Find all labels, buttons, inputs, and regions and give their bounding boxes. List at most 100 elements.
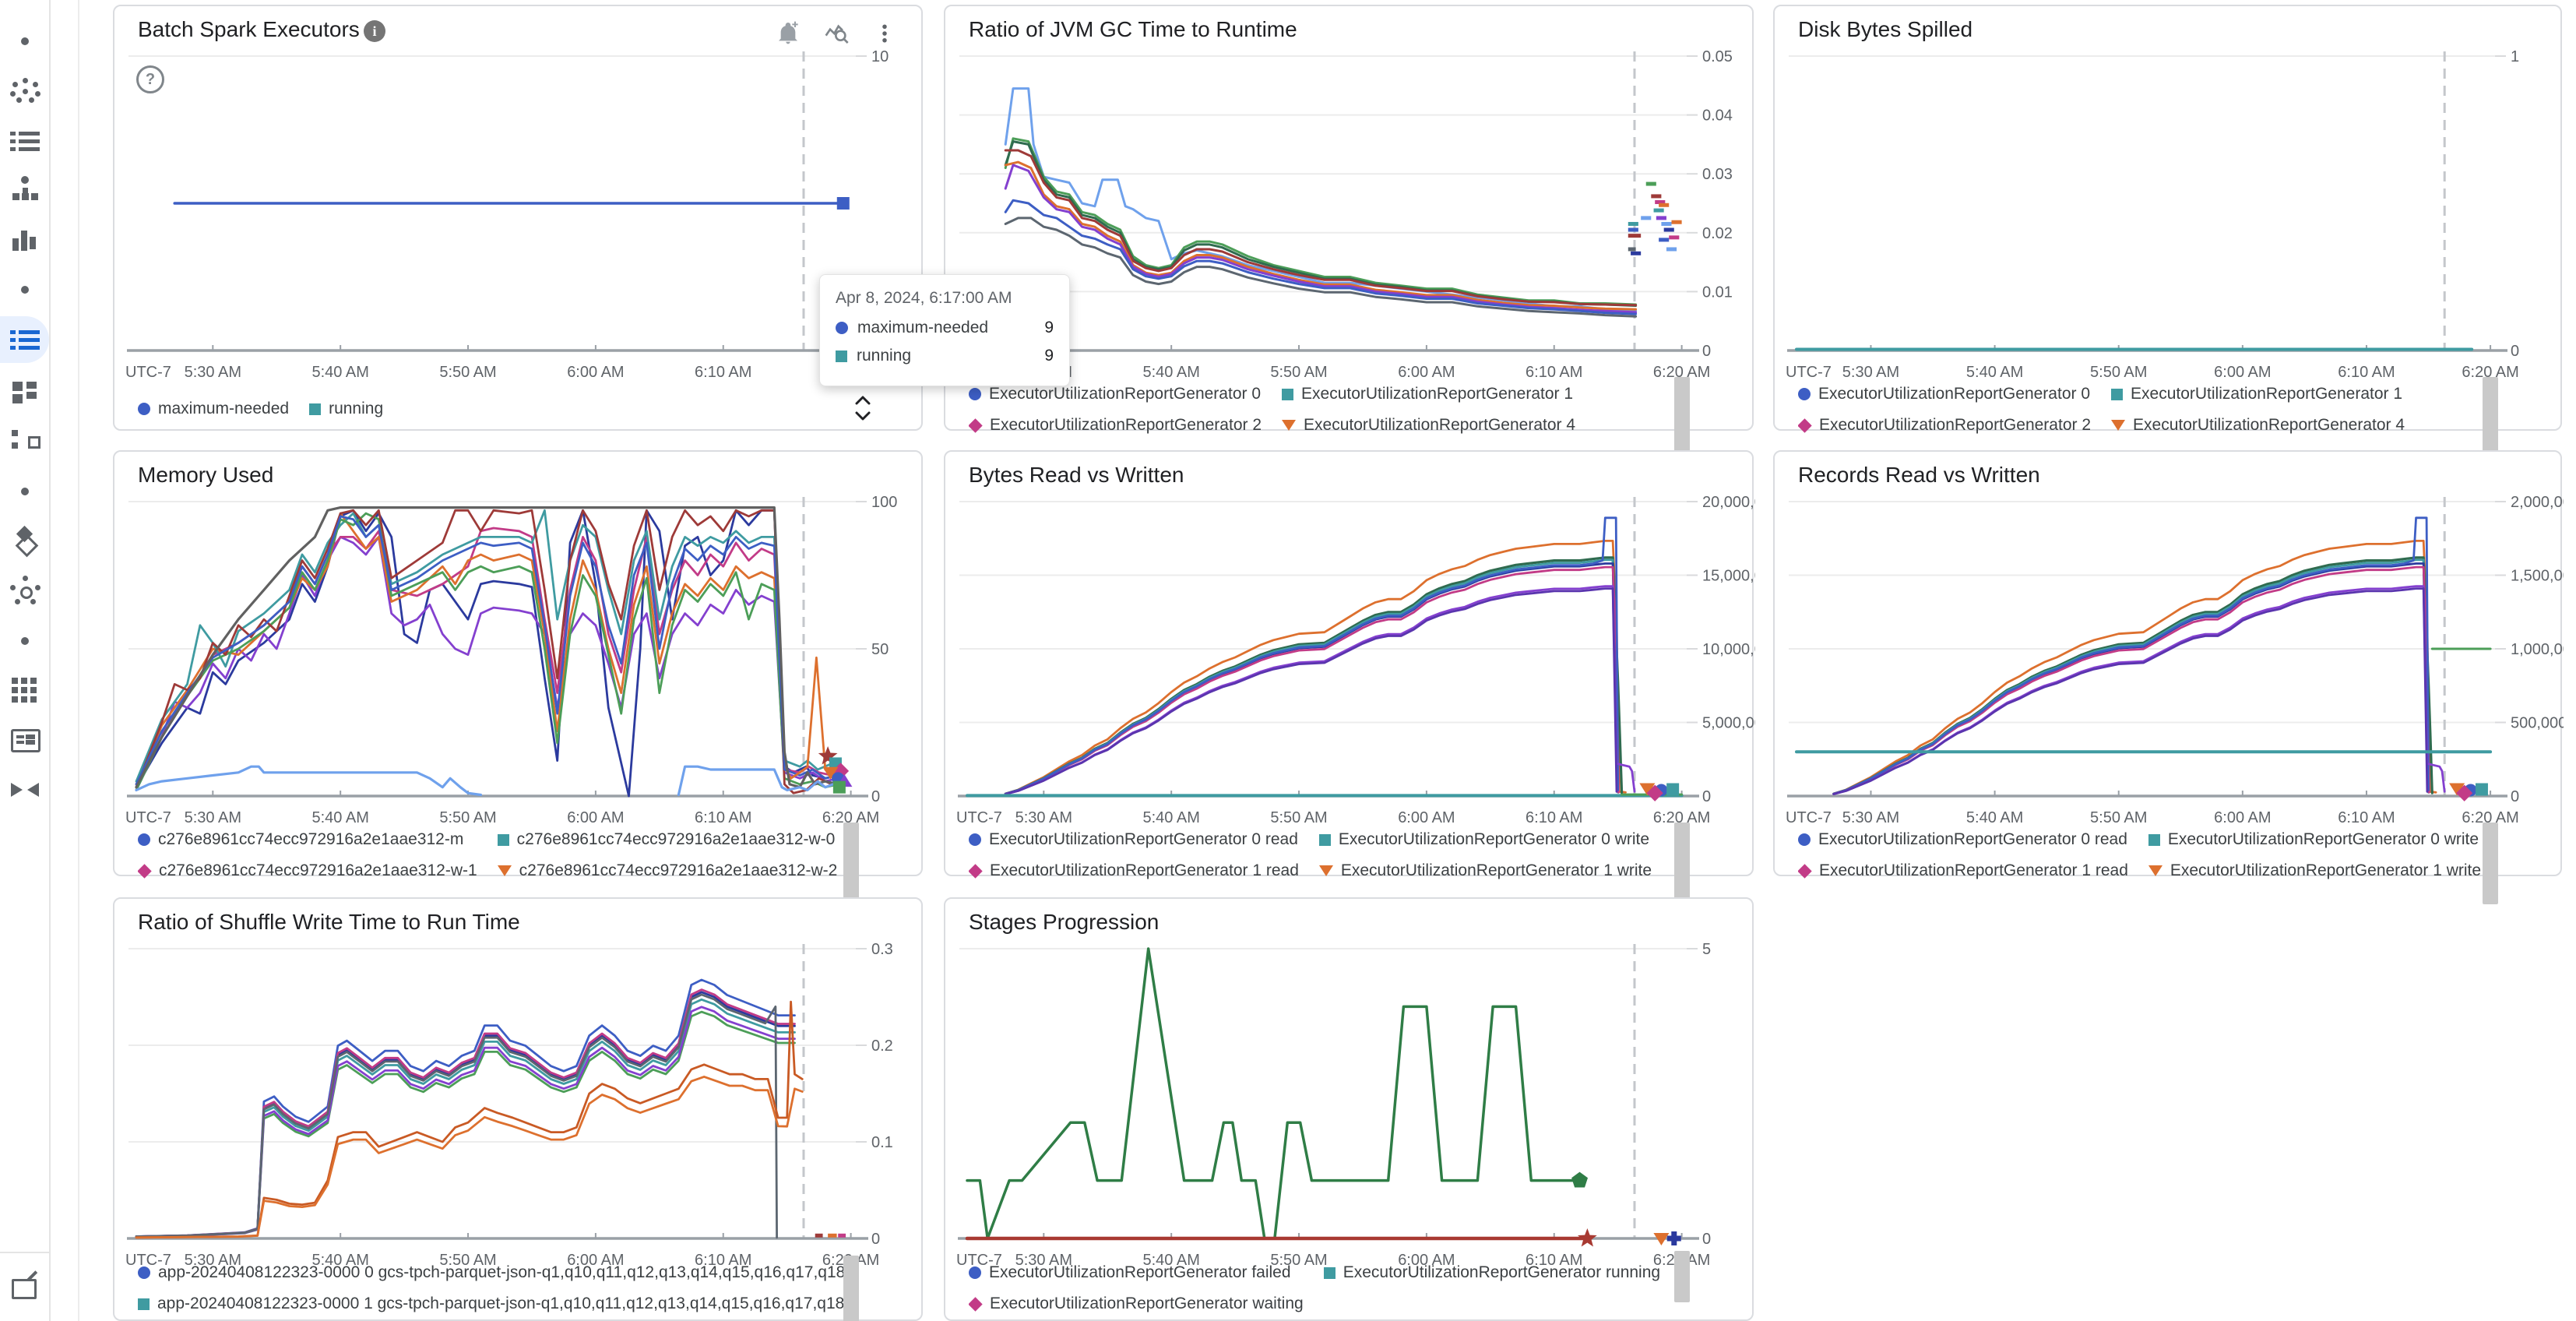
sidebar-item-nav-news-card[interactable] bbox=[0, 717, 49, 763]
legend-label: ExecutorUtilizationReportGenerator faile… bbox=[989, 1263, 1291, 1281]
legend-item[interactable]: ExecutorUtilizationReportGenerator 0 rea… bbox=[969, 830, 1299, 849]
y-axis-label: 15,000,000,000 bbox=[1702, 568, 1755, 585]
sidebar-item-nav-pipelines[interactable] bbox=[0, 766, 49, 813]
legend-item[interactable]: c276e8961cc74ecc972916a2e1aae312-w-0 bbox=[497, 830, 838, 849]
legend-item[interactable]: ExecutorUtilizationReportGenerator 2 bbox=[1798, 416, 2091, 435]
y-axis-label: 0 bbox=[2511, 788, 2519, 805]
chart-canvas-bytes-read-written[interactable]: 20,000,000,000 15,000,000,000 10,000,000,0… bbox=[945, 452, 1755, 878]
legend-scrollbar[interactable] bbox=[1674, 1251, 1690, 1302]
sidebar-item-nav-dashboards[interactable] bbox=[0, 369, 49, 416]
sidebar-item-nav-bullet-4[interactable] bbox=[0, 618, 49, 664]
add-alert-bell-icon[interactable] bbox=[773, 19, 803, 48]
legend-item[interactable]: ExecutorUtilizationReportGenerator 0 wri… bbox=[1318, 830, 1652, 849]
legend-item[interactable]: app-20240408122323-0000 1 gcs-tpch-parqu… bbox=[138, 1295, 853, 1313]
legend-item[interactable]: ExecutorUtilizationReportGenerator 1 rea… bbox=[969, 861, 1299, 880]
sidebar-item-nav-bullet-1[interactable] bbox=[0, 18, 49, 65]
x-axis-tick-label: 5:30 AM bbox=[1842, 809, 1899, 826]
chart-tooltip: Apr 8, 2024, 6:17:00 AM maximum-needed 9… bbox=[819, 274, 1070, 386]
legend-item[interactable]: ExecutorUtilizationReportGenerator waiti… bbox=[969, 1295, 1304, 1313]
legend-label: c276e8961cc74ecc972916a2e1aae312-w-0 bbox=[516, 830, 836, 848]
sidebar-item-nav-metrics-scatter[interactable] bbox=[0, 68, 49, 114]
sidebar-item-nav-hierarchy[interactable] bbox=[0, 167, 49, 213]
legend-label: ExecutorUtilizationReportGenerator 0 bbox=[989, 385, 1262, 403]
legend-item[interactable]: ExecutorUtilizationReportGenerator 0 bbox=[1798, 385, 2091, 403]
y-axis-label: 0 bbox=[1702, 343, 1711, 360]
x-axis-tick-label: 6:10 AM bbox=[695, 364, 751, 381]
y-axis-label: 0.3 bbox=[871, 941, 893, 958]
legend-item[interactable]: ExecutorUtilizationReportGenerator 2 bbox=[969, 416, 1262, 435]
more-options-icon[interactable] bbox=[870, 19, 899, 48]
chart-card-jvm-gc-ratio: Ratio of JVM GC Time to Runtime 0.05 0.04 0… bbox=[944, 5, 1755, 459]
sidebar-item-nav-bullet-3[interactable] bbox=[0, 468, 49, 515]
legend-label: ExecutorUtilizationReportGenerator 1 bbox=[2131, 385, 2403, 403]
y-axis-label: 0.01 bbox=[1702, 284, 1733, 301]
chart-canvas-memory-used[interactable]: 100 50 0 5:30 AM 5:40 AM 5:50 AM 6:00 AM 6:10 A… bbox=[114, 452, 924, 878]
legend-item[interactable]: ExecutorUtilizationReportGenerator faile… bbox=[969, 1263, 1304, 1282]
sidebar-item-nav-bar-chart[interactable] bbox=[0, 217, 49, 263]
tridown-marker-icon bbox=[1282, 420, 1297, 431]
legend-item[interactable]: ExecutorUtilizationReportGenerator 1 rea… bbox=[1798, 861, 2128, 880]
chart-canvas-records-read-written[interactable]: 2,000,000,000 1,500,000,000 1,000,000,000 5… bbox=[1775, 452, 2564, 878]
x-axis-tick-label: 6:20 AM bbox=[2462, 809, 2518, 826]
diamond-marker-icon bbox=[969, 863, 983, 879]
circle-marker-icon bbox=[138, 833, 150, 846]
left-nav-rail bbox=[0, 0, 51, 1321]
sidebar-item-nav-dashboard-list[interactable] bbox=[0, 316, 49, 363]
legend-item[interactable]: running bbox=[309, 400, 383, 418]
legend-item[interactable]: ExecutorUtilizationReportGenerator 1 bbox=[2111, 385, 2405, 403]
legend-item[interactable]: c276e8961cc74ecc972916a2e1aae312-w-1 bbox=[138, 861, 477, 880]
legend-scrollbar[interactable] bbox=[1674, 823, 1690, 904]
x-axis-tick-label: 6:10 AM bbox=[2338, 364, 2395, 381]
legend-label: ExecutorUtilizationReportGenerator 2 bbox=[990, 416, 1262, 434]
y-axis-label: 1,000,000,000 bbox=[2511, 641, 2564, 658]
tridown-marker-icon bbox=[2111, 420, 2126, 431]
chart-canvas-disk-bytes-spilled[interactable]: 1 0 5:30 AM 5:40 AM 5:50 AM 6:00 AM 6:10 AM 6:2… bbox=[1775, 6, 2564, 432]
sidebar-item-nav-compose[interactable] bbox=[0, 1263, 49, 1310]
legend-scrollbar[interactable] bbox=[2483, 823, 2498, 904]
tooltip-series-label: running bbox=[857, 347, 912, 365]
legend-item[interactable]: app-20240408122323-0000 0 gcs-tpch-parqu… bbox=[138, 1263, 853, 1282]
timezone-label: UTC-7 bbox=[125, 1252, 171, 1269]
legend-item[interactable]: ExecutorUtilizationReportGenerator 4 bbox=[1282, 416, 1575, 435]
x-axis-tick-label: 5:40 AM bbox=[1966, 809, 2023, 826]
legend-item[interactable]: maximum-needed bbox=[138, 400, 289, 418]
x-axis-tick-label: 5:50 AM bbox=[1270, 809, 1327, 826]
help-icon[interactable]: ? bbox=[136, 65, 164, 93]
chart-title-stages-progression: Stages Progression bbox=[969, 910, 1160, 934]
y-axis-label: 0 bbox=[871, 788, 880, 805]
legend-item[interactable]: ExecutorUtilizationReportGenerator runni… bbox=[1323, 1263, 1660, 1282]
chart-card-shuffle-write-ratio: Ratio of Shuffle Write Time to Run Time 0… bbox=[113, 897, 923, 1321]
legend-scrollbar[interactable] bbox=[2483, 377, 2498, 459]
legend-item[interactable]: c276e8961cc74ecc972916a2e1aae312-m bbox=[138, 830, 477, 849]
legend-scrollbar[interactable] bbox=[843, 1256, 859, 1321]
legend-item[interactable]: ExecutorUtilizationReportGenerator 0 wri… bbox=[2148, 830, 2481, 849]
sidebar-item-nav-grid[interactable] bbox=[0, 667, 49, 713]
nav-org-chart-icon bbox=[8, 425, 42, 460]
legend-item[interactable]: ExecutorUtilizationReportGenerator 0 rea… bbox=[1798, 830, 2128, 849]
sidebar-item-nav-bullet-2[interactable] bbox=[0, 266, 49, 313]
chart-canvas-stages-progression[interactable]: 505:30 AM 5:40 AM 5:50 AM 6:00 AM 6:10 AM 6:2… bbox=[945, 899, 1755, 1321]
info-icon[interactable]: i bbox=[364, 20, 385, 42]
legend-item[interactable]: ExecutorUtilizationReportGenerator 4 bbox=[2111, 416, 2405, 435]
legend-item[interactable]: ExecutorUtilizationReportGenerator 1 wri… bbox=[2148, 861, 2481, 880]
sidebar-item-nav-layers[interactable] bbox=[0, 518, 49, 565]
chart-legend: ExecutorUtilizationReportGenerator faile… bbox=[969, 1263, 1684, 1313]
sidebar-item-nav-hub[interactable] bbox=[0, 568, 49, 615]
explore-query-stats-icon[interactable] bbox=[822, 19, 851, 48]
legend-scrollbar[interactable] bbox=[843, 823, 859, 904]
legend-scrollbar[interactable] bbox=[1674, 377, 1690, 459]
legend-item[interactable]: ExecutorUtilizationReportGenerator 0 bbox=[969, 385, 1262, 403]
legend-item[interactable]: ExecutorUtilizationReportGenerator 1 wri… bbox=[1318, 861, 1652, 880]
x-axis-tick-label: 5:50 AM bbox=[439, 364, 496, 381]
sidebar-item-nav-org-chart[interactable] bbox=[0, 419, 49, 466]
chart-canvas-shuffle-write-ratio[interactable]: 0.3 0.2 0.1 0 5:30 AM 5:40 AM 5:50 AM 6:00 AM 6:… bbox=[114, 899, 924, 1321]
chart-canvas-batch-spark-executors[interactable]: 1085:30 AM5:40 AM5:50 AM6:00 AM6:10 AM6:… bbox=[114, 6, 924, 432]
legend-expand-toggle[interactable] bbox=[853, 393, 873, 428]
legend-item[interactable]: ExecutorUtilizationReportGenerator 1 bbox=[1282, 385, 1575, 403]
legend-item[interactable]: c276e8961cc74ecc972916a2e1aae312-w-2 bbox=[497, 861, 837, 880]
y-axis-label: 0.1 bbox=[871, 1134, 893, 1151]
sidebar-item-nav-list-1[interactable] bbox=[0, 118, 49, 164]
y-axis-label: 5,000,000,000 bbox=[1702, 715, 1755, 732]
legend-label: ExecutorUtilizationReportGenerator 1 wri… bbox=[1340, 861, 1652, 879]
